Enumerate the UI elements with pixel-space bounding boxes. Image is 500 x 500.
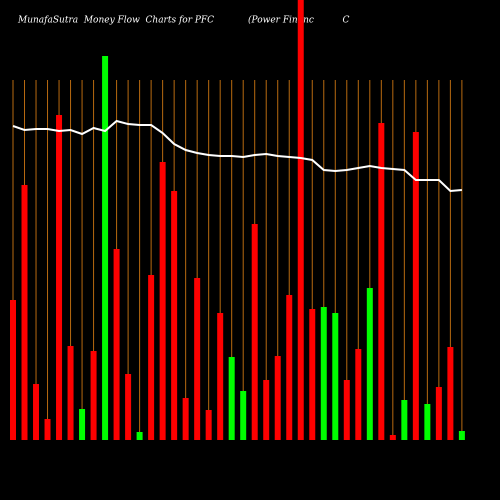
bar xyxy=(90,351,97,440)
bar xyxy=(182,398,189,440)
bar xyxy=(355,349,362,440)
bar xyxy=(10,300,16,440)
bar xyxy=(21,185,28,440)
plot-area xyxy=(10,0,465,440)
bar xyxy=(389,435,396,440)
bar xyxy=(44,419,51,440)
bar xyxy=(56,115,63,440)
bar xyxy=(412,132,419,440)
bar xyxy=(263,380,270,440)
bar xyxy=(320,307,327,440)
bar xyxy=(435,387,442,440)
bar xyxy=(136,432,143,440)
bar xyxy=(251,224,258,440)
bar xyxy=(240,391,247,440)
bar xyxy=(297,0,304,440)
bar xyxy=(447,347,454,440)
bar xyxy=(401,400,408,440)
bar xyxy=(194,278,201,440)
bar xyxy=(424,404,431,440)
bar xyxy=(205,410,212,440)
bar xyxy=(102,56,109,440)
bar xyxy=(148,275,155,440)
chart-title: MunafaSutra Money Flow Charts for PFC xyxy=(17,16,214,26)
bar xyxy=(217,313,224,440)
bar xyxy=(67,346,74,440)
bar xyxy=(343,380,350,440)
bar xyxy=(228,357,235,440)
bar xyxy=(309,309,316,440)
bar xyxy=(286,295,293,440)
bar xyxy=(332,313,339,440)
bar xyxy=(274,356,281,440)
bar xyxy=(159,162,166,440)
bar xyxy=(113,249,120,440)
bar xyxy=(378,123,385,440)
bar xyxy=(79,409,86,440)
line xyxy=(12,119,462,193)
bar xyxy=(171,191,178,440)
bar xyxy=(458,431,465,440)
bar xyxy=(366,288,373,440)
bar xyxy=(125,374,132,440)
bar xyxy=(33,384,40,440)
